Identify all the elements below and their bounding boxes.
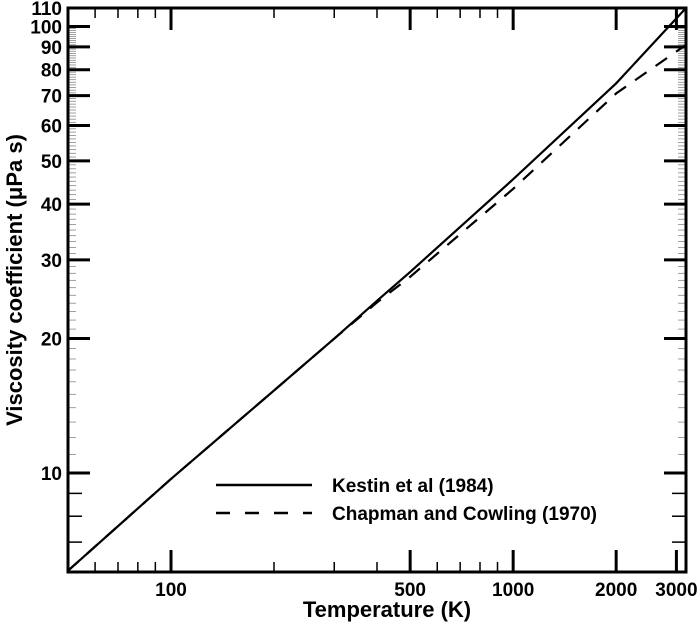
- x-tick-label: 2000: [595, 580, 637, 601]
- legend: Kestin et al (1984) Chapman and Cowling (…: [216, 476, 597, 525]
- legend-label-0: Kestin et al (1984): [332, 476, 494, 497]
- y-tick-label: 90: [41, 38, 62, 59]
- tick-labels: 100 500 1000 2000 30001020304050607080901001…: [30, 0, 697, 601]
- y-tick-label: 70: [41, 87, 62, 108]
- y-tick-label: 60: [41, 117, 62, 138]
- y-tick-label: 50: [41, 152, 62, 173]
- legend-label-1: Chapman and Cowling (1970): [332, 504, 597, 525]
- x-tick-label: 3000: [655, 580, 697, 601]
- y-tick-label: 100: [30, 17, 62, 38]
- y-tick-label: 110: [31, 0, 62, 20]
- y-tick-label: 20: [41, 330, 62, 351]
- series-line-1: [67, 43, 687, 572]
- major-ticks: [68, 6, 686, 572]
- x-tick-label: 500: [394, 580, 426, 601]
- plot-frame: [66, 6, 688, 574]
- series-lines: [67, 7, 687, 572]
- y-axis-title: Viscosity coefficient (μPa s): [2, 134, 27, 426]
- y-tick-label: 10: [41, 464, 62, 485]
- y-tick-label: 80: [41, 61, 62, 82]
- y-tick-label: 40: [41, 195, 62, 216]
- x-tick-label: 100: [155, 580, 187, 601]
- x-tick-label: 1000: [492, 580, 534, 601]
- y-tick-label: 30: [41, 251, 62, 272]
- x-axis-title: Temperature (K): [303, 597, 471, 622]
